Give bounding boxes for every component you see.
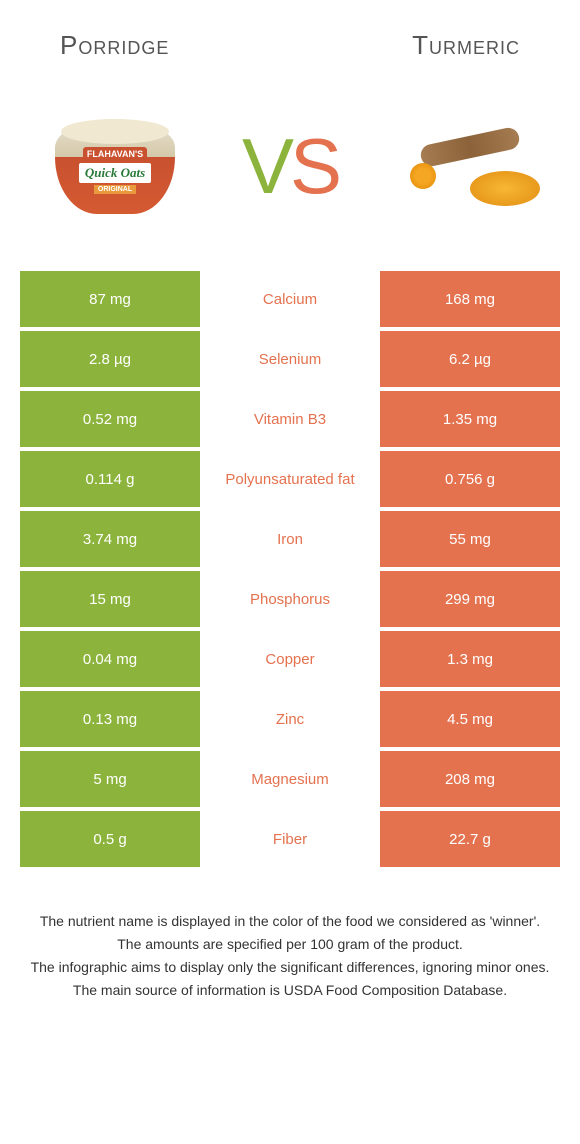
nutrient-name: Selenium	[200, 331, 380, 387]
left-value: 0.5 g	[20, 811, 200, 867]
table-row: 2.8 µgSelenium6.2 µg	[20, 331, 560, 387]
right-value: 22.7 g	[380, 811, 560, 867]
left-value: 2.8 µg	[20, 331, 200, 387]
footnote-3: The infographic aims to display only the…	[30, 957, 550, 978]
nutrient-name: Polyunsaturated fat	[200, 451, 380, 507]
porridge-brand: FLAHAVAN'S	[83, 147, 147, 161]
right-value: 208 mg	[380, 751, 560, 807]
left-value: 0.52 mg	[20, 391, 200, 447]
nutrient-name: Phosphorus	[200, 571, 380, 627]
vs-row: FLAHAVAN'S Quick Oats ORIGINAL V S	[0, 71, 580, 271]
right-value: 168 mg	[380, 271, 560, 327]
porridge-image: FLAHAVAN'S Quick Oats ORIGINAL	[40, 111, 190, 221]
right-value: 4.5 mg	[380, 691, 560, 747]
vs-v: V	[242, 121, 290, 212]
table-row: 0.13 mgZinc4.5 mg	[20, 691, 560, 747]
right-food-title: Turmeric	[412, 30, 520, 61]
porridge-product: Quick Oats	[79, 163, 151, 183]
left-value: 0.04 mg	[20, 631, 200, 687]
footnote-1: The nutrient name is displayed in the co…	[30, 911, 550, 932]
right-value: 6.2 µg	[380, 331, 560, 387]
left-value: 3.74 mg	[20, 511, 200, 567]
nutrient-name: Fiber	[200, 811, 380, 867]
table-row: 87 mgCalcium168 mg	[20, 271, 560, 327]
vs-s: S	[290, 121, 338, 212]
table-row: 5 mgMagnesium208 mg	[20, 751, 560, 807]
table-row: 0.04 mgCopper1.3 mg	[20, 631, 560, 687]
nutrient-name: Vitamin B3	[200, 391, 380, 447]
left-value: 0.114 g	[20, 451, 200, 507]
footnote-4: The main source of information is USDA F…	[30, 980, 550, 1001]
left-food-title: Porridge	[60, 30, 169, 61]
nutrient-name: Copper	[200, 631, 380, 687]
nutrient-name: Calcium	[200, 271, 380, 327]
table-row: 0.114 gPolyunsaturated fat0.756 g	[20, 451, 560, 507]
left-value: 15 mg	[20, 571, 200, 627]
right-value: 55 mg	[380, 511, 560, 567]
footnotes: The nutrient name is displayed in the co…	[0, 871, 580, 1023]
turmeric-image	[390, 111, 540, 221]
nutrient-name: Iron	[200, 511, 380, 567]
nutrient-table: 87 mgCalcium168 mg2.8 µgSelenium6.2 µg0.…	[0, 271, 580, 867]
left-value: 87 mg	[20, 271, 200, 327]
right-value: 299 mg	[380, 571, 560, 627]
nutrient-name: Zinc	[200, 691, 380, 747]
porridge-variant: ORIGINAL	[94, 185, 136, 194]
right-value: 1.3 mg	[380, 631, 560, 687]
right-value: 1.35 mg	[380, 391, 560, 447]
table-row: 0.52 mgVitamin B31.35 mg	[20, 391, 560, 447]
left-value: 5 mg	[20, 751, 200, 807]
table-row: 0.5 gFiber22.7 g	[20, 811, 560, 867]
right-value: 0.756 g	[380, 451, 560, 507]
table-row: 3.74 mgIron55 mg	[20, 511, 560, 567]
left-value: 0.13 mg	[20, 691, 200, 747]
vs-text: V S	[242, 121, 338, 212]
footnote-2: The amounts are specified per 100 gram o…	[30, 934, 550, 955]
table-row: 15 mgPhosphorus299 mg	[20, 571, 560, 627]
nutrient-name: Magnesium	[200, 751, 380, 807]
header: Porridge Turmeric	[0, 0, 580, 71]
